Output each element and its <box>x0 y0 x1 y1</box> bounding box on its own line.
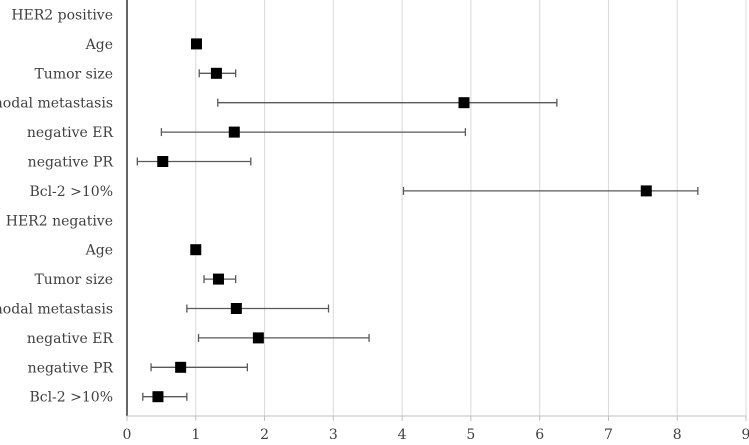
row-label: Age <box>85 37 113 53</box>
row-label: Age <box>85 243 113 259</box>
row-label: Tumor size <box>34 66 113 82</box>
point-estimate-marker <box>212 273 224 285</box>
x-tick-label: 4 <box>398 427 407 440</box>
x-tick-label: 5 <box>466 427 475 440</box>
point-estimate-marker <box>228 126 240 138</box>
row-label: nodal metastasis <box>0 302 113 318</box>
row-label: Bcl-2 >10% <box>29 184 113 200</box>
row-label: negative ER <box>27 331 114 347</box>
row-label: Tumor size <box>34 272 113 288</box>
point-estimate-marker <box>190 244 202 256</box>
x-tick-label: 8 <box>673 427 682 440</box>
row-label: negative ER <box>27 125 114 141</box>
row-label: negative PR <box>28 155 114 171</box>
x-tick-label: 1 <box>191 427 200 440</box>
row-label: HER2 positive <box>11 8 113 24</box>
x-tick-label: 3 <box>329 427 338 440</box>
row-label: HER2 negative <box>6 213 113 229</box>
point-estimate-marker <box>157 156 169 167</box>
x-tick-label: 9 <box>742 427 749 440</box>
axis-layer: 0 1 2 3 4 5 6 7 8 9 <box>123 0 749 443</box>
row-label: negative PR <box>28 360 114 376</box>
point-estimate-marker <box>230 303 242 314</box>
x-tick-label: 6 <box>535 427 544 440</box>
point-estimate-marker <box>640 185 652 197</box>
point-estimate-marker <box>190 38 202 50</box>
row-label: nodal metastasis <box>0 96 113 112</box>
point-estimate-marker <box>152 391 164 403</box>
mark-layer <box>136 38 699 403</box>
x-tick-label: 7 <box>604 427 613 440</box>
point-estimate-marker <box>175 361 187 373</box>
row-label-layer: HER2 positive Age Tumor size nodal metastas… <box>0 8 113 406</box>
point-estimate-marker <box>210 67 222 79</box>
grid-layer <box>195 0 747 416</box>
row-label: Bcl-2 >10% <box>29 390 113 406</box>
x-tick-label: 0 <box>123 427 132 440</box>
point-estimate-marker <box>458 97 470 109</box>
point-estimate-marker <box>252 332 264 344</box>
x-tick-label: 2 <box>260 427 269 440</box>
